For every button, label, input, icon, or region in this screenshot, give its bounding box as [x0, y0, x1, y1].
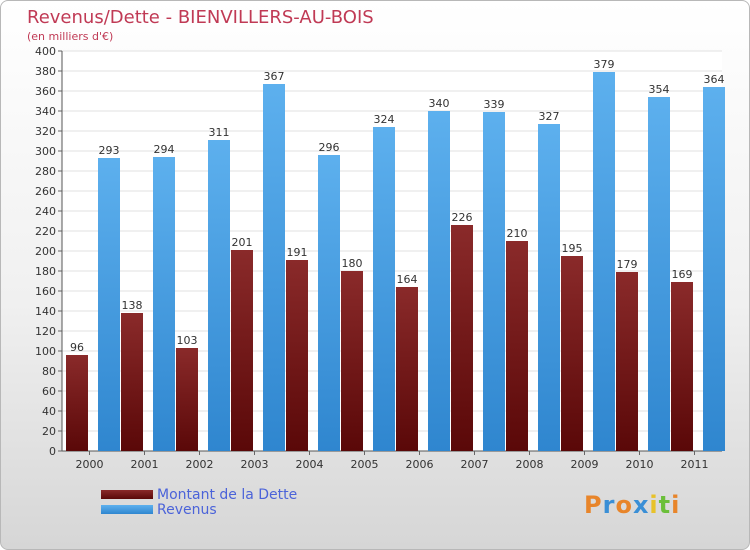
bar-revenus: [263, 84, 285, 451]
data-label-dette: 179: [617, 258, 638, 271]
legend: Montant de la Dette Revenus: [101, 486, 298, 518]
data-label-dette: 210: [507, 227, 528, 240]
bar-chart: 0 20 40 60 80 100 120 140 160 180 200 220 240 260 280 3…: [35, 45, 725, 471]
data-label-revenus: 311: [209, 126, 230, 139]
data-label-revenus: 296: [319, 141, 340, 154]
data-label-revenus: 324: [374, 113, 395, 126]
bar-dette: [176, 348, 198, 451]
data-label-dette: 226: [452, 211, 473, 224]
bar-revenus: [153, 157, 175, 451]
x-tick-label: 2008: [516, 458, 544, 471]
y-tick-label: 140: [35, 305, 56, 318]
y-tick-label: 400: [35, 45, 56, 58]
legend-label-revenus: Revenus: [157, 501, 217, 518]
x-tick-label: 2010: [626, 458, 654, 471]
data-label-dette: 195: [562, 242, 583, 255]
y-tick-label: 100: [35, 345, 56, 358]
bar-revenus: [483, 112, 505, 451]
data-label-revenus: 379: [594, 58, 615, 71]
x-tick-label: 2004: [296, 458, 324, 471]
bar-dette: [286, 260, 308, 451]
data-label-revenus: 364: [704, 73, 725, 86]
data-label-dette: 138: [122, 299, 143, 312]
data-label-dette: 201: [232, 236, 253, 249]
bar-dette: [121, 313, 143, 451]
bar-revenus: [648, 97, 670, 451]
y-tick-label: 360: [35, 85, 56, 98]
bar-revenus: [208, 140, 230, 451]
data-label-dette: 169: [672, 268, 693, 281]
y-tick-label: 0: [49, 445, 56, 458]
data-label-revenus: 293: [99, 144, 120, 157]
bar-dette: [506, 241, 528, 451]
x-tick-label: 2009: [571, 458, 599, 471]
bar-revenus: [538, 124, 560, 451]
bar-dette: [396, 287, 418, 451]
data-label-revenus: 354: [649, 83, 670, 96]
bar-revenus: [593, 72, 615, 451]
bar-dette: [231, 250, 253, 451]
bar-revenus: [703, 87, 725, 451]
data-label-dette: 180: [342, 257, 363, 270]
x-tick-label: 2006: [406, 458, 434, 471]
y-tick-label: 300: [35, 145, 56, 158]
y-tick-label: 160: [35, 285, 56, 298]
y-tick-label: 380: [35, 65, 56, 78]
bar-dette: [671, 282, 693, 451]
y-tick-label: 280: [35, 165, 56, 178]
data-label-dette: 164: [397, 273, 418, 286]
data-label-revenus: 340: [429, 97, 450, 110]
y-tick-label: 180: [35, 265, 56, 278]
y-tick-label: 340: [35, 105, 56, 118]
legend-label-dette: Montant de la Dette: [157, 486, 298, 503]
y-tick-label: 260: [35, 185, 56, 198]
bar-dette: [66, 355, 88, 451]
legend-swatch-revenus: [101, 505, 153, 514]
x-tick-label: 2001: [131, 458, 159, 471]
chart-subtitle: (en milliers d'€): [27, 30, 114, 43]
y-tick-label: 40: [42, 405, 56, 418]
x-tick-label: 2007: [461, 458, 489, 471]
data-label-dette: 103: [177, 334, 198, 347]
bar-revenus: [428, 111, 450, 451]
y-tick-label: 20: [42, 425, 56, 438]
bar-revenus: [318, 155, 340, 451]
y-tick-label: 80: [42, 365, 56, 378]
x-tick-label: 2000: [76, 458, 104, 471]
bar-dette: [616, 272, 638, 451]
bar-revenus: [98, 158, 120, 451]
legend-swatch-dette: [101, 490, 153, 499]
bar-dette: [561, 256, 583, 451]
x-tick-label: 2005: [351, 458, 379, 471]
data-label-dette: 191: [287, 246, 308, 259]
x-tick-label: 2003: [241, 458, 269, 471]
y-tick-label: 60: [42, 385, 56, 398]
data-label-dette: 96: [70, 341, 84, 354]
data-label-revenus: 367: [264, 70, 285, 83]
legend-item-revenus: Revenus: [101, 501, 297, 518]
bar-dette: [451, 225, 473, 451]
bar-dette: [341, 271, 363, 451]
data-label-revenus: 327: [539, 110, 560, 123]
chart-title: Revenus/Dette - BIENVILLERS-AU-BOIS: [27, 7, 374, 28]
proxiti-logo: Proxiti: [584, 491, 681, 519]
data-label-revenus: 294: [154, 143, 175, 156]
y-tick-label: 120: [35, 325, 56, 338]
x-tick-label: 2011: [681, 458, 709, 471]
y-tick-label: 240: [35, 205, 56, 218]
y-tick-label: 220: [35, 225, 56, 238]
bar-revenus: [373, 127, 395, 451]
legend-item-dette: Montant de la Dette: [101, 486, 298, 503]
y-tick-label: 200: [35, 245, 56, 258]
y-tick-label: 320: [35, 125, 56, 138]
data-label-revenus: 339: [484, 98, 505, 111]
x-tick-label: 2002: [186, 458, 214, 471]
